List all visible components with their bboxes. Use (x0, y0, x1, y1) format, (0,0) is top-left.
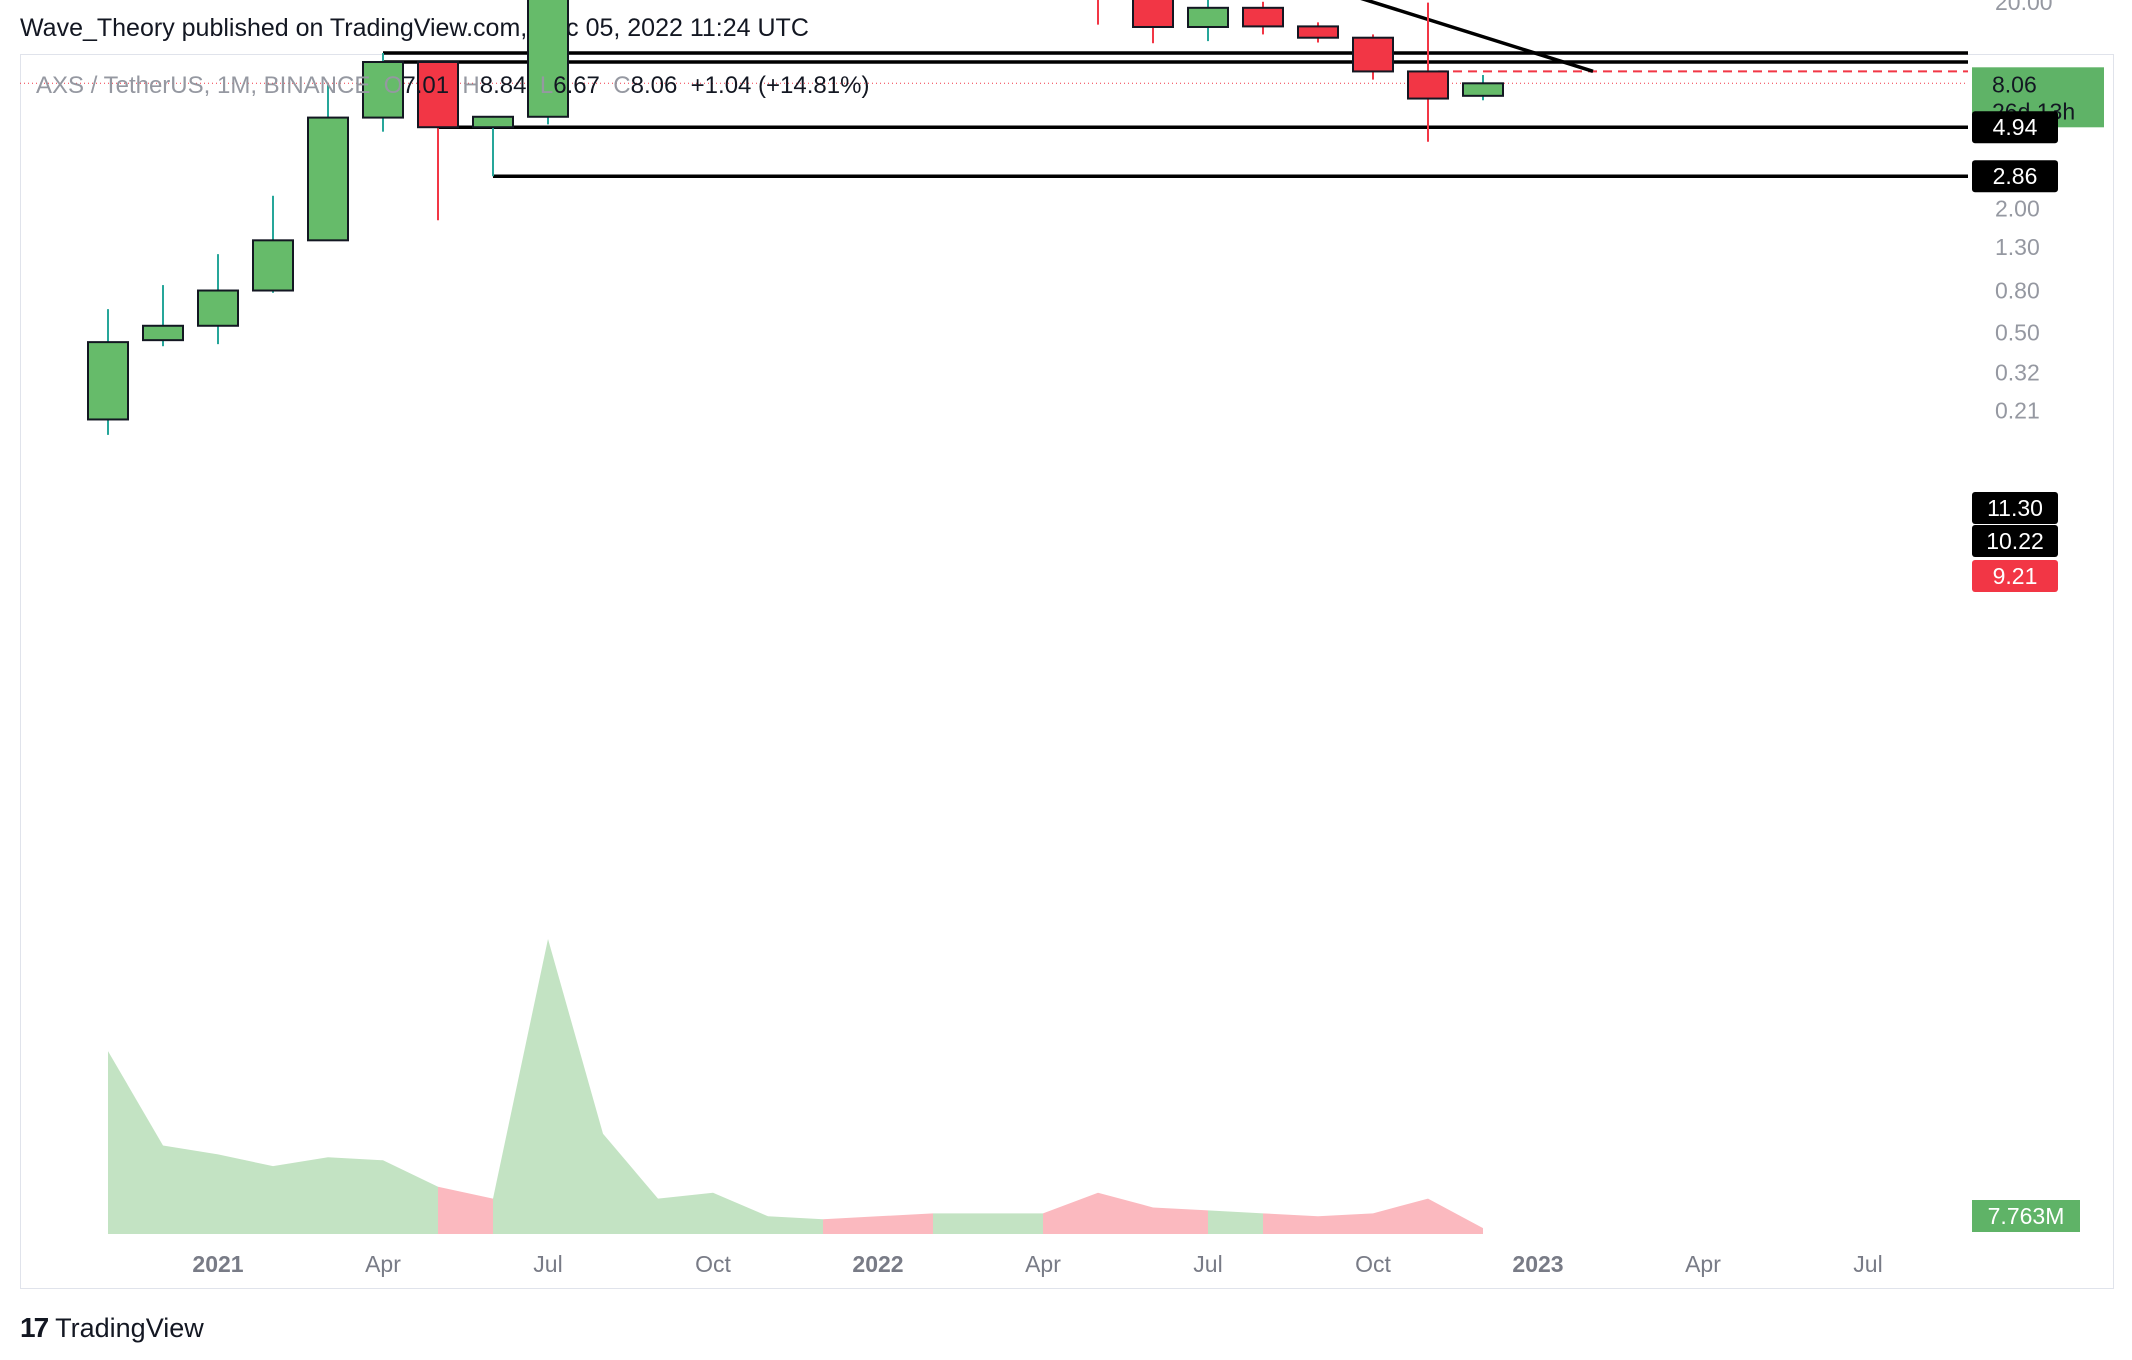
volume-area (933, 1213, 988, 1234)
x-tick-label: Jul (1853, 1251, 1882, 1277)
candle-body (1297, 25, 1339, 39)
tradingview-logo-icon: 17 (20, 1312, 49, 1343)
x-tick-label: Apr (1025, 1251, 1061, 1277)
volume-area (438, 1186, 493, 1234)
volume-area (1263, 1213, 1318, 1234)
y-tick-label: 0.21 (1995, 397, 2040, 423)
price-label: 11.30 (1987, 495, 2043, 521)
volume-area (713, 1192, 768, 1234)
volume-area (1318, 1213, 1373, 1234)
candle-body (1132, 0, 1174, 28)
candle-body (142, 324, 184, 342)
y-tick-label: 0.32 (1995, 360, 2040, 386)
publish-line: Wave_Theory published on TradingView.com… (20, 14, 809, 42)
price-label-box (1972, 111, 2058, 144)
symbol-legend[interactable]: AXS / TetherUS, 1M, BINANCE O7.01 H8.84 … (36, 72, 869, 100)
volume-area (328, 1157, 383, 1234)
x-tick-label: Oct (1355, 1251, 1391, 1277)
volume-area (493, 939, 548, 1234)
candle-body (417, 61, 459, 129)
price-label: 8.06 (1992, 71, 2037, 97)
candle-body (1242, 6, 1284, 28)
price-chart[interactable]: USDT200.00120.0080.0050.0030.0020.002.00… (0, 0, 2132, 1310)
candle-body (362, 61, 404, 119)
price-label: 4.94 (1993, 114, 2038, 140)
volume-area (768, 1216, 823, 1234)
volume-area (1153, 1207, 1208, 1234)
low-label: L (539, 72, 554, 99)
volume-area (988, 1213, 1043, 1234)
close-value: 8.06 (630, 72, 678, 99)
y-tick-label: 2.00 (1995, 195, 2040, 221)
x-tick-label: Apr (1685, 1251, 1721, 1277)
volume-area (383, 1160, 438, 1234)
x-tick-label: 2021 (192, 1251, 243, 1277)
tradingview-logo-text: TradingView (55, 1312, 204, 1343)
candle-body (472, 115, 514, 129)
candle-body (1352, 36, 1394, 73)
candle-body (307, 116, 349, 242)
x-tick-label: Oct (695, 1251, 731, 1277)
high-value: 8.84 (479, 72, 527, 99)
tradingview-logo[interactable]: 17 TradingView (20, 1312, 204, 1344)
change-value: +1.04 (+14.81%) (690, 72, 870, 99)
candle-body (1407, 70, 1449, 100)
open-value: 7.01 (402, 72, 450, 99)
volume-area (108, 1051, 163, 1234)
close-label: C (613, 72, 631, 99)
volume-area (163, 1145, 218, 1234)
symbol-name: AXS / TetherUS, 1M, BINANCE (36, 72, 371, 99)
volume-label: 7.763M (1988, 1203, 2065, 1229)
volume-area (548, 939, 603, 1234)
candle-body (1462, 82, 1504, 97)
candle-body (197, 289, 239, 327)
candle-body (1187, 6, 1229, 28)
price-label-box (1972, 525, 2058, 557)
high-label: H (462, 72, 480, 99)
low-value: 6.67 (553, 72, 600, 99)
volume-area (1208, 1210, 1263, 1234)
trendline (1360, 0, 1594, 74)
price-label: 9.21 (1993, 563, 2038, 589)
candle-body (252, 239, 294, 292)
y-tick-label: 0.80 (1995, 278, 2040, 304)
candle-body (527, 0, 569, 118)
volume-label-box (1972, 1200, 2080, 1232)
y-tick-label: 20.00 (1995, 0, 2053, 15)
x-tick-label: Jul (533, 1251, 562, 1277)
volume-area (1373, 1198, 1428, 1234)
volume-area (1043, 1192, 1098, 1234)
volume-area (273, 1157, 328, 1234)
price-label: 2.86 (1993, 163, 2038, 189)
price-label-box (1972, 492, 2058, 524)
y-tick-label: 1.30 (1995, 234, 2040, 260)
price-label-box (1972, 160, 2058, 193)
x-tick-label: Apr (365, 1251, 401, 1277)
volume-area (1428, 1198, 1483, 1234)
volume-area (823, 1216, 878, 1234)
price-label: 10.22 (1986, 528, 2044, 554)
candle-body (87, 341, 129, 421)
volume-area (603, 1133, 658, 1234)
price-label-box (1972, 560, 2058, 592)
volume-area (1098, 1192, 1153, 1234)
x-tick-label: Jul (1193, 1251, 1222, 1277)
volume-area (218, 1154, 273, 1234)
volume-area (658, 1192, 713, 1234)
y-tick-label: 0.50 (1995, 320, 2040, 346)
open-label: O (383, 72, 403, 99)
x-tick-label: 2023 (1512, 1251, 1563, 1277)
x-tick-label: 2022 (852, 1251, 903, 1277)
volume-area (878, 1213, 933, 1234)
